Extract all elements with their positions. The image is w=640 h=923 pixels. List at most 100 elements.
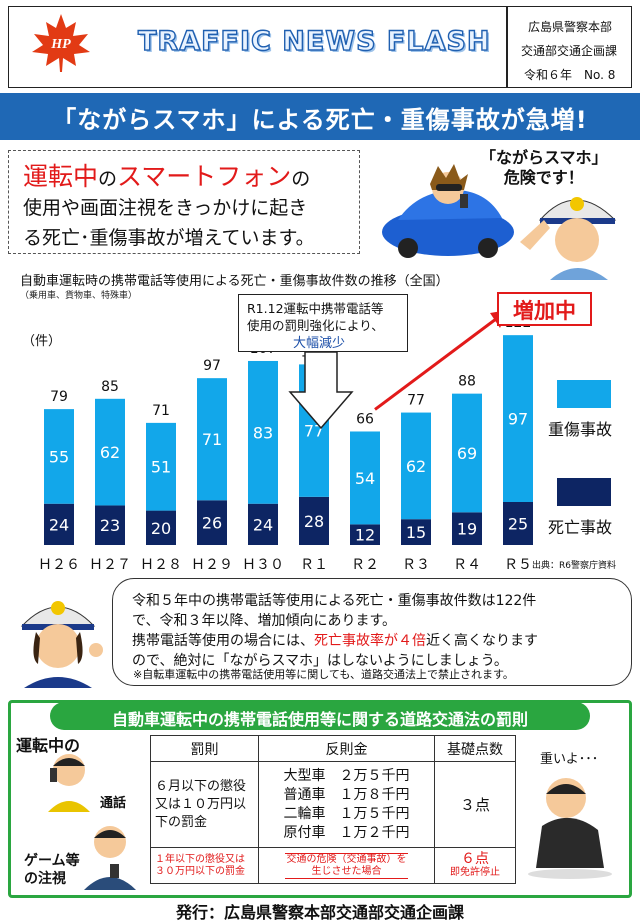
row2-points: ６点: [461, 851, 489, 867]
fine-vehicle: 二輪車: [283, 805, 326, 822]
game-person-illustration: [84, 826, 136, 890]
bar-fatal: [299, 496, 329, 545]
penalty-frame: [8, 700, 632, 898]
info-note: ※自転車運転中の携帯電話使用等に関しても、道路交通法上で禁止されます。: [133, 668, 514, 681]
x-tick-label: Ｒ４: [453, 557, 481, 573]
x-tick-label: Ｈ２８: [140, 557, 182, 573]
callout-line-3: 大幅減少: [293, 336, 346, 351]
maple-leaf-logo: HP: [32, 14, 90, 72]
bar-serious: [248, 360, 278, 504]
info-line-3a: 携帯電話等使用の場合には、: [132, 633, 314, 649]
penalty-row-2: １年以下の懲役又は３０万円以下の罰金 交通の危険（交通事故）を生じさせた場合 ６…: [150, 847, 516, 884]
bar-serious: [44, 409, 74, 504]
heavy-speech: 重いよ･･･: [540, 752, 599, 767]
warning-speech: 「ながらスマホ」 危険です！: [480, 148, 608, 188]
bar-total-label: 88: [458, 374, 476, 390]
car-driver-illustration: [382, 164, 514, 258]
speech-line-1: 「ながらスマホ」: [480, 148, 608, 167]
x-tick-label: Ｈ２７: [89, 557, 131, 573]
bar-fatal: [503, 502, 533, 545]
bar-serious: [452, 393, 482, 513]
officer-pointing-illustration: [20, 601, 103, 688]
bar-fatal-label: 28: [304, 512, 324, 531]
bar-fatal: [95, 505, 125, 545]
increase-label: 増加中: [513, 299, 576, 323]
bar-serious-label: 62: [406, 457, 426, 476]
intro-box: 運転中のスマートフォンの 使用や画面注視をきっかけに起き る死亡･重傷事故が増え…: [8, 150, 360, 254]
info-line-3c: 近く高くなります: [426, 633, 538, 649]
x-tick-label: Ｒ２: [351, 557, 379, 573]
publisher-footer: 発行：広島県警察本部交通部交通企画課: [175, 903, 464, 922]
bar-fatal: [44, 503, 74, 545]
fine-amount: １万５千円: [339, 805, 410, 822]
label-driving: 運転中の: [16, 736, 81, 755]
legend-serious-label: 重傷事故: [548, 420, 613, 439]
bar-fatal-label: 26: [202, 514, 222, 533]
bar-fatal-label: 23: [100, 516, 120, 535]
fine-amount: １万８千円: [339, 786, 410, 803]
bar-serious: [146, 422, 176, 511]
info-line-3: 携帯電話等使用の場合には、死亡事故率が４倍近く高くなります: [132, 630, 538, 650]
bar-total-label: 71: [152, 403, 170, 419]
bar-serious: [503, 335, 533, 502]
x-tick-label: Ｈ３０: [242, 557, 284, 573]
row2-points-note: 即免許停止: [450, 867, 500, 878]
bar-serious-label: 62: [100, 443, 120, 462]
newsletter-title: TRAFFIC NEWS FLASH: [137, 25, 491, 57]
fine-row: 普通車 １万８千円: [259, 786, 434, 805]
info-bubble: [112, 578, 632, 686]
bar-serious: [197, 378, 227, 501]
bar-serious-label: 83: [253, 423, 273, 442]
bar-serious: [350, 431, 380, 525]
header-frame: [8, 6, 632, 88]
chart-title: 自動車運転時の携帯電話等使用による死亡・重傷事故件数の推移（全国）: [20, 274, 449, 289]
callout-line-2: 使用の罰則強化により、: [247, 318, 384, 333]
fine-vehicle: 普通車: [283, 786, 326, 803]
legend-fatal-swatch: [557, 478, 611, 506]
row2-penalty: １年以下の懲役又は３０万円以下の罰金: [150, 847, 259, 884]
bar-fatal-label: 24: [49, 515, 69, 534]
bar-fatal: [197, 500, 227, 545]
fine-row: 大型車 ２万５千円: [259, 767, 434, 786]
bar-fatal-label: 12: [355, 526, 375, 545]
x-tick-label: Ｒ５: [504, 557, 532, 573]
fine-row: 原付車 １万２千円: [259, 824, 434, 843]
label-game: ゲーム等 の注視: [24, 852, 80, 888]
bar-serious-label: 55: [49, 447, 69, 466]
x-tick-label: Ｈ２６: [38, 557, 80, 573]
kneeling-person-illustration: [528, 778, 612, 879]
bar-total-label: 97: [203, 358, 221, 374]
info-line-3b: 死亡事故率が４倍: [314, 633, 426, 649]
speech-line-2: 危険です！: [503, 168, 584, 187]
phone-call-person-illustration: [48, 754, 90, 812]
headline-text: 「ながらスマホ」による死亡・重傷事故が急増!: [52, 106, 588, 134]
bar-fatal-label: 20: [151, 519, 171, 538]
increase-box: [497, 292, 592, 326]
bar-fatal: [146, 510, 176, 545]
row1-points: ３点: [434, 761, 516, 848]
bar-total-label: 79: [50, 389, 68, 405]
info-line-2: で、令和３年以降、増加傾向にあります。: [132, 613, 397, 629]
header-points: 基礎点数: [434, 735, 516, 762]
row1-penalty: ６月以下の懲役又は１０万円以下の罰金: [150, 761, 259, 848]
info-line-4: ので、絶対に「ながらスマホ」はしないようにしましょう。: [132, 653, 508, 669]
accident-bar-chart: 24 55 79 Ｈ２６ 23 62 85 Ｈ２７ 20 51 71 Ｈ２８ 26 71 97 Ｈ２９ 24 83…: [38, 310, 533, 573]
x-tick-label: Ｒ３: [402, 557, 430, 573]
intro-line-3: る死亡･重傷事故が増えています。: [23, 227, 315, 249]
x-tick-label: Ｈ２９: [191, 557, 233, 573]
increase-arrow-line: [374, 314, 501, 411]
bar-fatal-label: 25: [508, 515, 528, 534]
bar-fatal-label: 24: [253, 515, 273, 534]
bar-fatal: [350, 524, 380, 545]
chart-subtitle: （乗用車、貨物車、特殊車）: [20, 291, 138, 301]
penalty-heading-bg: [50, 702, 590, 730]
fine-vehicle: 大型車: [283, 767, 326, 784]
row2-arrow: 交通の危険（交通事故）を生じさせた場合: [285, 852, 408, 879]
bar-serious: [401, 412, 431, 520]
legend-serious-swatch: [557, 380, 611, 408]
header-divider: [506, 6, 508, 88]
fine-amount: ２万５千円: [339, 767, 410, 784]
bar-serious-label: 97: [508, 410, 528, 429]
intro-no2: の: [291, 168, 311, 190]
intro-smartphone: スマートフォン: [117, 162, 292, 191]
